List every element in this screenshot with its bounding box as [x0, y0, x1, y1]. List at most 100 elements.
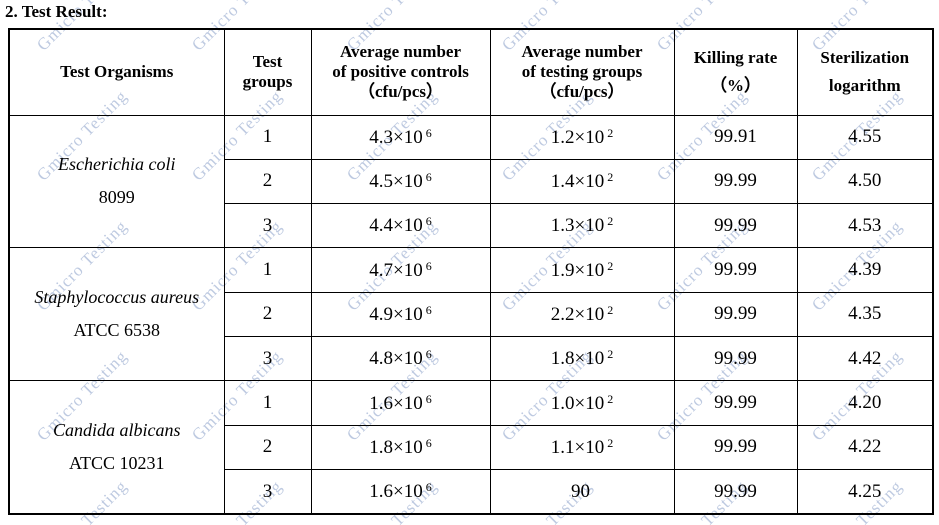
exponent-text: 6	[425, 125, 432, 140]
header-line: （cfu/pcs）	[358, 82, 443, 102]
killing-rate-cell: 99.99	[673, 380, 798, 426]
test-group-cell: 3	[223, 203, 312, 249]
value-text: 90	[571, 481, 590, 503]
header-test-organisms: Test Organisms	[8, 28, 225, 116]
table-row: 3 4.8×10 6 1.8×10 2 99.99 4.42	[9, 336, 934, 382]
exponent-text: 6	[425, 480, 432, 495]
value-text: 1.0×10	[550, 392, 605, 414]
test-group-cell: 2	[223, 291, 312, 338]
positive-controls-cell: 4.9×10 6	[310, 291, 491, 338]
test-group-cell: 2	[223, 424, 312, 471]
sterilization-log-cell: 4.20	[796, 380, 934, 426]
test-group-cell: 3	[223, 469, 312, 515]
header-row: Test Organisms Test groups Average numbe…	[8, 28, 934, 116]
exponent-text: 6	[425, 391, 432, 406]
organism-cell-ecoli: Escherichia coli 8099	[8, 114, 225, 249]
organism-cell-saureus: Staphylococcus aureus ATCC 6538	[8, 247, 225, 382]
section-title: 2. Test Result:	[5, 2, 108, 21]
exponent-text: 2	[607, 347, 614, 362]
sterilization-log-cell: 4.42	[796, 336, 934, 382]
exponent-text: 2	[607, 258, 614, 273]
test-group-cell: 2	[223, 158, 312, 205]
table-row: 3 4.4×10 6 1.3×10 2 99.99 4.53	[9, 203, 934, 249]
exponent-text: 2	[607, 435, 614, 450]
positive-controls-cell: 1.6×10 6	[310, 380, 491, 426]
header-testing-groups: Average number of testing groups （cfu/pc…	[489, 28, 675, 116]
testing-groups-cell: 1.2×10 2	[489, 114, 675, 160]
value-text: 1.2×10	[550, 126, 605, 148]
exponent-text: 2	[607, 214, 614, 229]
table-row: 2 4.5×10 6 1.4×10 2 99.99 4.50	[9, 158, 934, 205]
value-text: 1.3×10	[550, 215, 605, 237]
header-line: groups	[242, 72, 293, 92]
exponent-text: 6	[425, 302, 432, 317]
value-text: 1.9×10	[550, 259, 605, 281]
test-group-cell: 3	[223, 336, 312, 382]
header-line: Test	[252, 51, 283, 71]
header-positive-controls: Average number of positive controls （cfu…	[310, 28, 491, 116]
test-group-cell: 1	[223, 247, 312, 293]
testing-groups-cell: 2.2×10 2	[489, 291, 675, 338]
testing-groups-cell: 1.1×10 2	[489, 424, 675, 471]
organism-cell-calbicans: Candida albicans ATCC 10231	[8, 380, 225, 515]
exponent-text: 6	[425, 258, 432, 273]
header-line: Sterilization	[820, 48, 910, 68]
test-group-cell: 1	[223, 380, 312, 426]
header-sterilization-logarithm: Sterilization logarithm	[796, 28, 934, 116]
organism-strain: 8099	[98, 187, 135, 208]
killing-rate-cell: 99.99	[673, 247, 798, 293]
testing-groups-cell: 1.8×10 2	[489, 336, 675, 382]
positive-controls-cell: 4.3×10 6	[310, 114, 491, 160]
exponent-text: 6	[425, 169, 432, 184]
header-line: of positive controls	[332, 62, 469, 82]
organism-strain: ATCC 10231	[68, 453, 165, 474]
exponent-text: 6	[425, 347, 432, 362]
positive-controls-cell: 1.8×10 6	[310, 424, 491, 471]
killing-rate-cell: 99.99	[673, 469, 798, 515]
header-line: logarithm	[828, 76, 901, 96]
header-line: Average number	[521, 41, 643, 61]
testing-groups-cell: 1.0×10 2	[489, 380, 675, 426]
testing-groups-cell: 1.4×10 2	[489, 158, 675, 205]
value-text: 1.1×10	[550, 436, 605, 458]
organism-name: Staphylococcus aureus	[34, 287, 200, 308]
exponent-text: 6	[425, 435, 432, 450]
exponent-text: 2	[607, 169, 614, 184]
sterilization-log-cell: 4.50	[796, 158, 934, 205]
positive-controls-cell: 4.4×10 6	[310, 203, 491, 249]
sterilization-log-cell: 4.53	[796, 203, 934, 249]
value-text: 4.9×10	[369, 303, 423, 325]
sterilization-log-cell: 4.55	[796, 114, 934, 160]
exponent-text: 2	[607, 391, 614, 406]
sterilization-log-cell: 4.22	[796, 424, 934, 471]
table-row: 3 1.6×10 6 90 99.99 4.25	[9, 469, 934, 515]
test-group-cell: 1	[223, 114, 312, 160]
table-row: 2 4.9×10 6 2.2×10 2 99.99 4.35	[9, 291, 934, 338]
killing-rate-cell: 99.91	[673, 114, 798, 160]
sterilization-log-cell: 4.35	[796, 291, 934, 338]
killing-rate-cell: 99.99	[673, 203, 798, 249]
sterilization-log-cell: 4.25	[796, 469, 934, 515]
organism-name: Candida albicans	[52, 420, 181, 441]
value-text: 1.8×10	[369, 436, 423, 458]
test-result-table: Test Organisms Test groups Average numbe…	[8, 28, 934, 515]
positive-controls-cell: 4.7×10 6	[310, 247, 491, 293]
value-text: 4.7×10	[369, 259, 423, 281]
header-test-groups: Test groups	[223, 28, 312, 116]
positive-controls-cell: 4.5×10 6	[310, 158, 491, 205]
table-row: Candida albicans ATCC 10231 1 1.6×10 6 1.…	[8, 380, 934, 515]
header-line: of testing groups	[521, 62, 643, 82]
value-text: 4.5×10	[369, 170, 423, 192]
value-text: 2.2×10	[550, 303, 605, 325]
killing-rate-cell: 99.99	[673, 336, 798, 382]
killing-rate-cell: 99.99	[673, 424, 798, 471]
positive-controls-cell: 4.8×10 6	[310, 336, 491, 382]
sterilization-log-cell: 4.39	[796, 247, 934, 293]
table-row: Staphylococcus aureus ATCC 6538 1 4.7×10…	[8, 247, 934, 382]
exponent-text: 6	[425, 214, 432, 229]
value-text: 4.3×10	[369, 126, 423, 148]
testing-groups-cell: 90	[489, 469, 675, 515]
header-killing-rate: Killing rate （%）	[673, 28, 798, 116]
organism-name: Escherichia coli	[58, 154, 176, 175]
value-text: 1.4×10	[550, 170, 605, 192]
